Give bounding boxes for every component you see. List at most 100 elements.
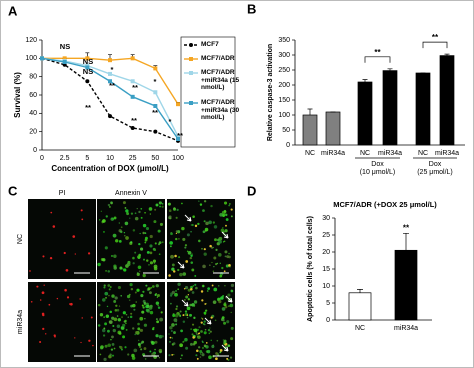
cell (161, 205, 164, 208)
cell (134, 216, 139, 221)
annotation: ** (432, 33, 439, 42)
cell (230, 326, 234, 330)
cell (115, 304, 118, 307)
cell (102, 258, 106, 262)
cell (102, 334, 106, 337)
cell (192, 342, 196, 346)
bar (382, 70, 398, 146)
cell (179, 315, 182, 317)
cell (168, 215, 172, 219)
row-label: miR34a (17, 310, 24, 334)
cell (110, 218, 113, 221)
cell (145, 284, 148, 287)
annotation: NS (60, 42, 70, 51)
bar (348, 292, 372, 321)
cell (225, 224, 227, 227)
cell (49, 256, 53, 260)
y-tick-label: 0 (326, 317, 330, 324)
annotation: ** (374, 48, 381, 57)
cell (100, 345, 104, 349)
cell (171, 353, 174, 356)
cell (194, 224, 198, 228)
cell (140, 348, 143, 351)
cell (108, 205, 111, 208)
cell (172, 342, 176, 345)
bar (357, 81, 373, 146)
cell (102, 328, 106, 333)
cell (214, 238, 217, 242)
cell (79, 298, 81, 300)
cell (195, 354, 198, 357)
marker (153, 129, 158, 134)
cell (171, 263, 175, 267)
cell (39, 299, 42, 301)
cell (118, 305, 121, 307)
cell (129, 315, 133, 319)
cell (142, 306, 145, 309)
cell (191, 291, 195, 294)
cell (63, 251, 66, 255)
cell (160, 311, 163, 314)
cell (181, 226, 185, 231)
legend-marker (189, 57, 193, 61)
cell (185, 260, 189, 263)
cell (186, 250, 189, 253)
cell (107, 270, 111, 273)
cell (42, 313, 45, 317)
cell (113, 347, 116, 350)
cell (114, 308, 118, 312)
x-tick-label: miR34a (435, 150, 459, 157)
cell (215, 352, 219, 355)
cell (125, 236, 129, 240)
cell (175, 230, 179, 233)
legend-label: MCF7/ADR +miR34a (15 nmol/L) (201, 69, 240, 91)
annotation: * (154, 77, 157, 86)
cell (138, 257, 140, 260)
cell (108, 288, 111, 291)
y-tick-label: 20 (29, 129, 37, 136)
cell (43, 284, 45, 286)
y-tick-label: 350 (278, 37, 290, 44)
error-bar (357, 289, 363, 293)
legend-marker (189, 71, 193, 75)
marker (108, 58, 112, 63)
cell (155, 284, 159, 288)
cell (135, 301, 137, 303)
cell (126, 262, 131, 267)
cell (161, 335, 164, 338)
cell (65, 268, 69, 272)
cell (90, 316, 93, 319)
cell (197, 335, 201, 339)
cell (203, 220, 206, 223)
cell (134, 212, 137, 215)
cell (225, 264, 229, 268)
cell (193, 316, 196, 319)
cell (196, 328, 200, 331)
cell (111, 343, 115, 346)
cell (190, 287, 193, 291)
cell (152, 259, 156, 263)
cell (169, 245, 172, 248)
cell (222, 319, 225, 322)
cell (228, 305, 230, 307)
cell (138, 345, 142, 348)
cell (132, 327, 135, 330)
cell (200, 353, 202, 355)
cell (148, 291, 152, 295)
cell (126, 294, 131, 299)
cell (99, 313, 104, 317)
cell (132, 229, 136, 232)
cell (169, 241, 173, 245)
cell (117, 318, 122, 322)
cell (198, 332, 201, 335)
cell (221, 266, 224, 270)
cell (161, 203, 164, 205)
cell (124, 235, 126, 237)
cell (144, 358, 147, 360)
cell (176, 208, 179, 212)
cell (223, 321, 227, 325)
error-bar (307, 108, 313, 115)
x-tick-label: NC (360, 150, 370, 157)
cell (151, 352, 156, 357)
cell (209, 330, 212, 333)
